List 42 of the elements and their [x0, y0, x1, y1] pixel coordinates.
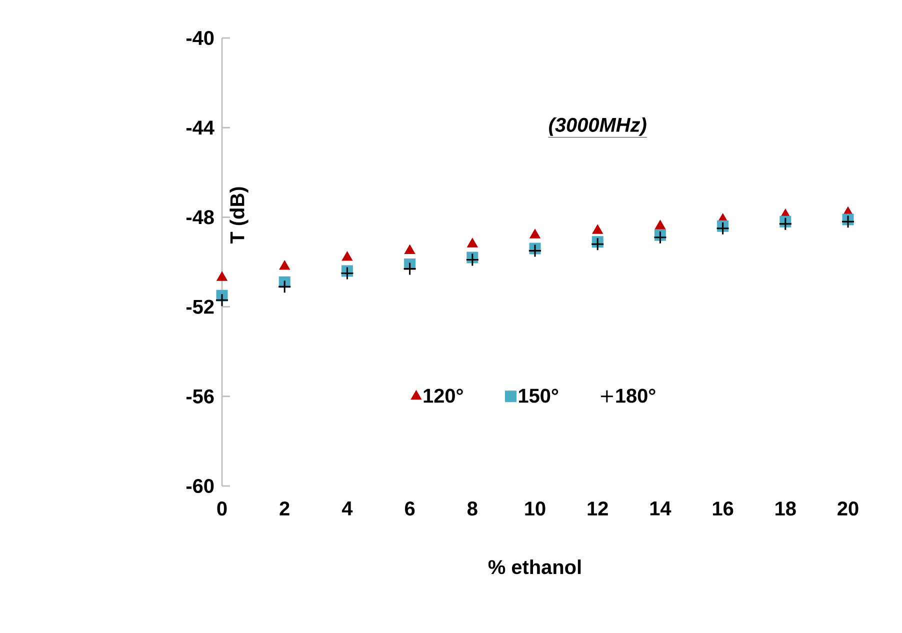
- x-tick-label: 8: [467, 502, 478, 516]
- y-axis-title: T (dB): [230, 187, 248, 244]
- point: [467, 238, 478, 248]
- x-tick-label: 0: [217, 502, 227, 516]
- y-tick-label: -60: [186, 478, 214, 494]
- point: [590, 237, 604, 251]
- annotation: (3000MHz): [549, 117, 646, 136]
- x-tick-label: 6: [404, 502, 415, 516]
- point: [215, 293, 229, 307]
- point: [340, 266, 354, 280]
- y-tick-label: -48: [186, 210, 214, 224]
- point: [841, 214, 855, 228]
- x-tick-label: 2: [280, 502, 290, 516]
- point: [280, 260, 290, 270]
- point: [530, 229, 540, 238]
- point: [403, 262, 417, 276]
- point: [716, 222, 730, 236]
- point: [278, 280, 292, 294]
- y-tick-label: -44: [186, 120, 214, 134]
- point: [655, 220, 666, 230]
- point: [653, 230, 667, 244]
- point: [778, 217, 792, 231]
- x-tick-label: 12: [588, 502, 608, 516]
- y-tick-label: -52: [186, 300, 214, 314]
- x-tick-label: 16: [712, 502, 734, 516]
- legend-label: 180°: [616, 388, 656, 403]
- point: [342, 252, 352, 261]
- point: [216, 272, 228, 281]
- point: [404, 245, 415, 254]
- x-tick-label: 10: [525, 502, 546, 516]
- y-tick-label: -40: [186, 30, 214, 46]
- x-axis-title: % ethanol: [488, 560, 581, 574]
- point: [466, 253, 480, 267]
- legend-label: 120°: [424, 388, 463, 403]
- x-tick-label: 4: [342, 502, 353, 516]
- x-tick-label: 18: [776, 502, 796, 516]
- x-tick-label: 20: [838, 502, 858, 516]
- point: [528, 244, 542, 258]
- y-tick-label: -56: [186, 389, 214, 404]
- legend-label: 150°: [518, 388, 558, 403]
- point: [592, 224, 603, 234]
- x-tick-label: 14: [650, 502, 672, 516]
